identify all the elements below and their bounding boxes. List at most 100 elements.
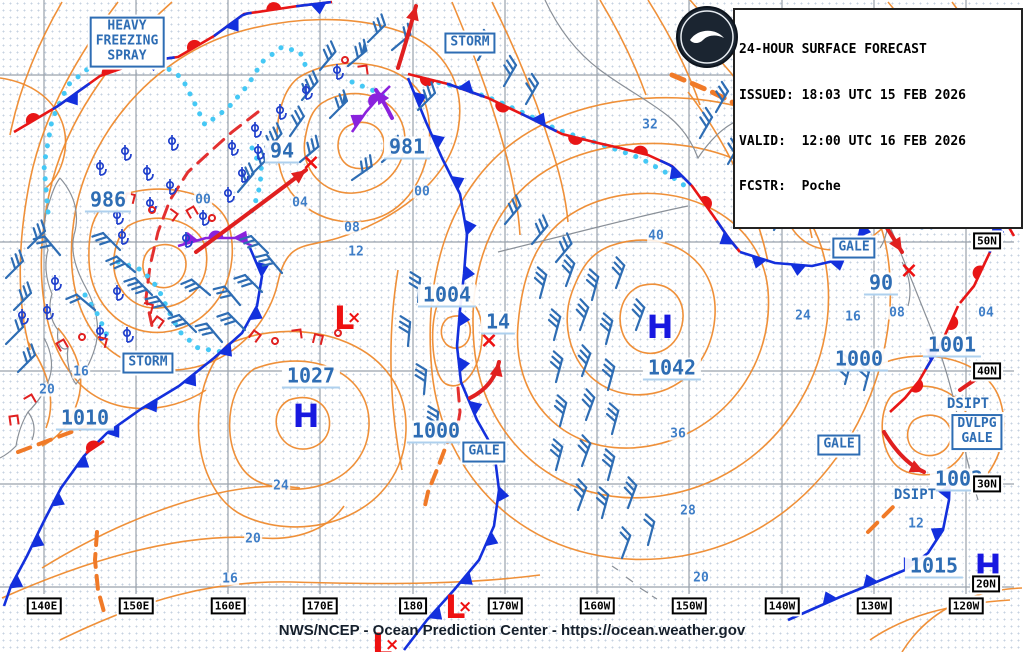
longitude-label: 160W — [579, 597, 615, 615]
wind-barb-icon — [561, 254, 576, 288]
isobar-value-label: 00 — [194, 192, 212, 208]
noaa-logo-icon — [676, 6, 738, 68]
wind-barb-icon — [601, 358, 616, 392]
warning-label-heavy-freezing-spray: HEAVY FREEZING SPRAY — [89, 16, 165, 68]
low-center-x-icon: × — [347, 308, 362, 328]
moderate-spray-icon — [169, 208, 179, 222]
moderate-spray-icon — [311, 332, 325, 346]
moderate-spray-icon — [185, 205, 199, 219]
freezing-spray-icon — [122, 327, 134, 343]
wind-barb-icon — [414, 363, 428, 396]
pressure-value-label: 94 — [264, 140, 300, 164]
moderate-spray-icon — [97, 335, 109, 349]
wind-barb-icon — [623, 476, 638, 510]
moderate-spray-icon — [151, 315, 165, 329]
isobar-value-label: 40 — [647, 228, 665, 244]
wind-barb-icon — [398, 315, 412, 348]
high-pressure-center-icon: H — [646, 308, 674, 346]
wind-barb-icon — [91, 231, 122, 252]
pressure-center-x-icon: × — [301, 150, 321, 176]
wind-barb-icon — [239, 234, 270, 255]
wind-barb-icon — [288, 105, 305, 138]
high-pressure-center-icon: H — [292, 397, 320, 435]
latitude-label: 20N — [972, 575, 1000, 593]
forecast-title-box: 24-HOUR SURFACE FORECAST ISSUED: 18:03 U… — [733, 8, 1023, 229]
dissipating-label: DSIPT — [946, 396, 990, 412]
moderate-spray-icon — [55, 338, 69, 352]
wind-barb-icon — [416, 81, 437, 112]
moderate-spray-icon — [8, 414, 20, 426]
longitude-label: 170E — [302, 597, 338, 615]
isobar-value-label: 20 — [244, 531, 262, 547]
stationary-front — [13, 0, 333, 134]
wind-barb-icon — [577, 344, 592, 378]
isobar-value-label: 04 — [291, 195, 309, 211]
isobar-value-label: 16 — [72, 364, 90, 380]
latitude-label: 40N — [973, 362, 1001, 380]
warning-label-gale: GALE — [462, 441, 506, 463]
longitude-label: 120W — [948, 597, 984, 615]
wind-barb-icon — [643, 513, 656, 547]
moderate-spray-icon — [148, 206, 156, 214]
pressure-value-label: 1004 — [417, 284, 477, 308]
credit-line: NWS/NCEP - Ocean Prediction Center - htt… — [278, 622, 746, 639]
cold-front — [2, 247, 270, 607]
dissipating-label: DSIPT — [893, 487, 937, 503]
freezing-spray-icon — [253, 144, 265, 160]
freezing-spray-icon — [275, 104, 287, 120]
isobar-value-label: 28 — [679, 503, 697, 519]
moderate-spray-icon — [208, 214, 216, 222]
wind-barb-icon — [533, 266, 548, 300]
wind-barb-icon — [194, 322, 224, 344]
pressure-center-x-icon: × — [899, 258, 919, 284]
warning-label-gale: GALE — [817, 434, 861, 456]
stationary-front — [619, 145, 741, 253]
wind-barb-icon — [65, 293, 97, 312]
moderate-spray-icon — [357, 64, 369, 75]
pressure-value-label: 1001 — [922, 334, 982, 358]
isobar-value-label: 36 — [669, 426, 687, 442]
low-pressure-center-icon: L× — [0, 245, 675, 283]
wind-barb-icon — [619, 526, 632, 560]
stationary-front — [407, 72, 621, 150]
wind-barb-icon — [300, 70, 319, 102]
moderate-spray-icon — [271, 337, 279, 345]
forecast-title: 24-HOUR SURFACE FORECAST — [739, 42, 927, 58]
isobar-value-label: 24 — [272, 478, 290, 494]
wind-barb-icon — [698, 106, 714, 140]
longitude-label: 150E — [118, 597, 154, 615]
low-pressure-center-icon: L× — [0, 387, 972, 425]
isobar-value-label: 16 — [844, 309, 862, 325]
freezing-spray-icon — [332, 64, 344, 80]
longitude-label: 140W — [764, 597, 800, 615]
forecaster-name: FCSTR: Poche — [739, 179, 841, 195]
freezing-spray-icon — [50, 275, 62, 291]
longitude-label: 180 — [399, 597, 427, 615]
pressure-value-label: 14 — [480, 311, 516, 335]
pressure-value-label: 981 — [383, 136, 431, 160]
wind-barb-icon — [524, 72, 540, 106]
freezing-spray-icon — [17, 309, 29, 325]
warning-label-gale: GALE — [832, 237, 876, 259]
pressure-value-label: 1010 — [55, 407, 115, 431]
wind-barb-icon — [549, 350, 564, 384]
wind-barb-icon — [530, 214, 549, 246]
isobar-value-label: 32 — [641, 117, 659, 133]
freezing-spray-icon — [227, 140, 239, 156]
freezing-spray-icon — [250, 122, 262, 138]
freezing-spray-icon — [237, 167, 249, 183]
pressure-value-label: 1015 — [904, 555, 964, 579]
isobar-value-label: 04 — [977, 305, 995, 321]
wind-barb-icon — [350, 154, 373, 182]
wind-barb-icon — [16, 343, 37, 374]
isobar-value-label: 08 — [888, 305, 906, 321]
freezing-spray-icon — [42, 304, 54, 320]
wind-barb-icon — [549, 438, 564, 472]
freezing-spray-icon — [112, 285, 124, 301]
wind-barb-icon — [611, 256, 626, 290]
isobar-value-label: 12 — [347, 244, 365, 260]
wind-barb-icon — [585, 268, 600, 302]
moderate-spray-icon — [143, 301, 155, 315]
isobar-value-label: 20 — [38, 382, 56, 398]
